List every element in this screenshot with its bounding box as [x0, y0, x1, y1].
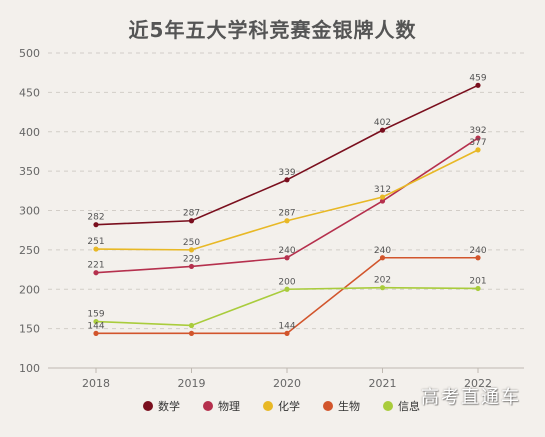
legend-item-化学[interactable]: 化学: [263, 399, 300, 413]
data-point[interactable]: [475, 255, 481, 261]
data-point[interactable]: [188, 263, 195, 270]
data-label: 229: [183, 254, 200, 264]
data-point[interactable]: [188, 218, 195, 224]
series-line-数学: [95, 84, 479, 226]
data-label: 200: [278, 277, 295, 287]
data-label: 250: [183, 238, 200, 248]
data-point[interactable]: [379, 255, 386, 261]
legend-swatch: [143, 401, 153, 411]
legend-item-信息[interactable]: 信息: [383, 399, 420, 413]
x-tick-label: 2020: [273, 377, 301, 390]
legend-swatch: [383, 401, 393, 411]
data-label: 251: [87, 237, 104, 247]
data-label: 282: [87, 213, 104, 223]
data-point[interactable]: [475, 147, 481, 153]
data-point[interactable]: [475, 135, 481, 141]
legend-swatch: [203, 401, 213, 411]
y-tick-label: 100: [19, 362, 40, 375]
y-tick-label: 450: [19, 86, 40, 99]
y-tick-label: 400: [19, 126, 40, 139]
data-label: 221: [87, 261, 104, 271]
data-label: 240: [469, 246, 486, 256]
legend-label: 生物: [338, 399, 360, 413]
data-point[interactable]: [379, 198, 386, 204]
data-labels: 282 287 339 402 459 221 229 240 392 251 250 287 312 3…: [87, 73, 486, 331]
legend-swatch: [323, 401, 333, 411]
y-tick-label: 350: [19, 165, 40, 178]
x-tick-label: 2021: [369, 377, 397, 390]
data-point[interactable]: [93, 318, 99, 325]
data-label: 402: [374, 118, 391, 128]
legend-label: 化学: [278, 399, 300, 413]
legend-label: 信息: [398, 399, 420, 413]
data-point[interactable]: [284, 218, 290, 224]
x-tick-label: 2019: [178, 377, 206, 390]
data-label: 339: [278, 168, 295, 178]
legend-item-数学[interactable]: 数学: [143, 399, 180, 413]
data-label: 144: [278, 321, 295, 331]
data-label: 240: [278, 246, 295, 256]
data-point[interactable]: [379, 285, 386, 291]
x-tick-label: 2022: [464, 377, 492, 390]
data-label: 287: [278, 209, 295, 219]
data-point[interactable]: [284, 286, 290, 292]
data-point[interactable]: [188, 247, 195, 253]
legend-label: 物理: [218, 399, 240, 413]
data-point[interactable]: [379, 127, 386, 133]
y-tick-label: 150: [19, 323, 40, 336]
y-tick-label: 200: [19, 283, 40, 296]
data-label: 377: [469, 138, 486, 148]
data-point[interactable]: [93, 246, 99, 252]
watermark: 高考直通车: [421, 387, 521, 408]
legend-item-物理[interactable]: 物理: [203, 399, 240, 413]
data-point[interactable]: [93, 222, 99, 228]
legend-label: 数学: [158, 399, 180, 413]
data-point[interactable]: [475, 285, 481, 292]
data-label: 287: [183, 209, 200, 219]
x-tick-label: 2018: [82, 377, 110, 390]
data-point[interactable]: [379, 194, 386, 200]
data-point[interactable]: [475, 82, 481, 88]
data-label: 144: [87, 321, 104, 331]
data-label: 202: [374, 276, 391, 286]
series-line-信息: [95, 286, 479, 327]
legend-item-生物[interactable]: 生物: [323, 399, 360, 413]
data-label: 459: [469, 73, 486, 83]
y-tick-label: 500: [19, 47, 40, 60]
legend-swatch: [263, 401, 273, 411]
series-line-化学: [95, 149, 479, 251]
data-label: 392: [469, 126, 486, 136]
data-point[interactable]: [284, 255, 290, 261]
series-lines: [93, 82, 481, 336]
y-tick-label: 300: [19, 205, 40, 218]
data-label: 312: [374, 185, 391, 195]
data-point[interactable]: [93, 270, 99, 276]
data-label: 159: [87, 310, 104, 320]
data-point[interactable]: [188, 322, 195, 329]
data-point[interactable]: [93, 330, 99, 336]
data-point[interactable]: [284, 330, 290, 336]
data-point[interactable]: [188, 330, 195, 336]
chart-title: 近5年五大学科竞赛金银牌人数: [128, 18, 417, 42]
axes: 100 150 200 250 300 350 400 450 500 2018 2019 2020 2…: [19, 47, 524, 390]
data-point[interactable]: [284, 177, 290, 183]
y-tick-label: 250: [19, 244, 40, 257]
data-label: 201: [469, 276, 486, 286]
data-label: 240: [374, 246, 391, 256]
legend[interactable]: 数学 物理 化学 生物 信息: [143, 399, 420, 413]
